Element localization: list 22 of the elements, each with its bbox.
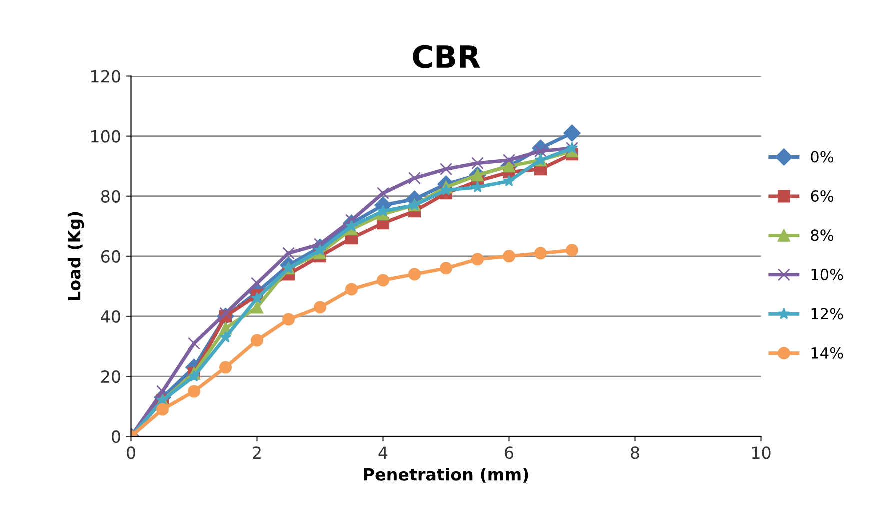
y-tick-label: 20 xyxy=(102,370,120,384)
y-tick-label: 0 xyxy=(112,430,120,444)
x-tick-label: 4 xyxy=(378,446,388,459)
y-axis-title: Load (Kg) xyxy=(68,212,84,300)
legend-label: 14% xyxy=(812,347,844,359)
x-axis-title: Penetration (mm) xyxy=(364,468,528,483)
y-tick-label: 40 xyxy=(101,310,120,324)
y-tick-label: 60 xyxy=(101,250,120,263)
x-tick-label: 2 xyxy=(253,446,261,459)
legend-label: 0% xyxy=(811,151,834,163)
x-tick-label: 10 xyxy=(752,446,771,460)
x-tick-label: 6 xyxy=(505,446,514,460)
y-tick-label: 80 xyxy=(101,190,120,203)
x-tick-label: 0 xyxy=(127,446,136,460)
y-tick-label: 120 xyxy=(92,70,120,83)
legend-label: 10% xyxy=(812,268,844,280)
legend-label: 8% xyxy=(811,230,834,242)
legend-label: 6% xyxy=(811,190,834,202)
y-tick-label: 100 xyxy=(92,130,120,143)
x-tick-label: 8 xyxy=(631,446,640,460)
chart-title: CBR xyxy=(413,45,480,68)
legend-label: 12% xyxy=(812,308,844,320)
